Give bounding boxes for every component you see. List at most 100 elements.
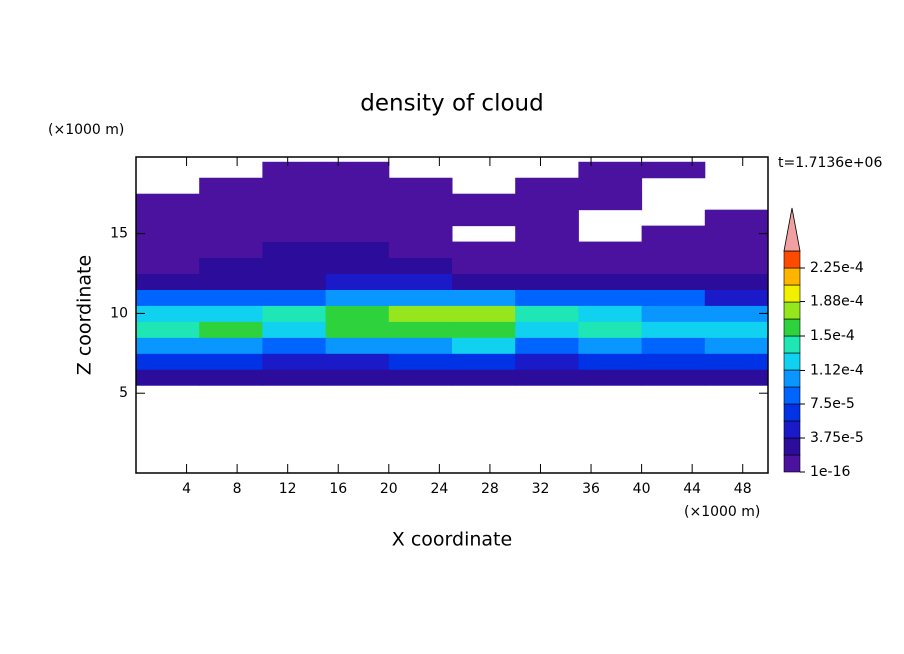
- contour-cell: [262, 273, 327, 290]
- contour-cell: [515, 305, 579, 322]
- contour-cell: [704, 289, 769, 306]
- contour-cell: [641, 353, 706, 370]
- colorbar-band: [783, 437, 801, 456]
- contour-cell: [325, 209, 390, 227]
- contour-cell: [704, 305, 769, 322]
- contour-cell: [578, 273, 643, 290]
- contour-cell: [325, 193, 390, 211]
- contour-cell: [388, 369, 453, 386]
- contour-cell: [641, 241, 706, 259]
- contour-cell: [325, 177, 390, 195]
- contour-cell: [578, 305, 643, 322]
- contour-cell: [388, 337, 453, 354]
- contour-cell: [641, 273, 706, 290]
- contour-cell: [641, 225, 706, 243]
- colorbar-band: [783, 420, 801, 439]
- x-tick-label: 48: [734, 481, 752, 497]
- contour-cell: [578, 353, 643, 370]
- y-tick-label: 5: [119, 385, 128, 401]
- x-tick-label: 40: [633, 481, 651, 497]
- x-tick-label: 36: [582, 481, 600, 497]
- contour-cell: [388, 321, 453, 338]
- contour-cell: [641, 305, 706, 322]
- y-tick-label: 15: [110, 226, 128, 242]
- contour-cell: [641, 161, 706, 179]
- x-tick-label: 12: [279, 481, 297, 497]
- contour-cell: [262, 289, 327, 306]
- contour-cell: [136, 289, 200, 306]
- contour-cell: [641, 369, 706, 386]
- contour-cell: [578, 241, 643, 259]
- colorbar-band: [783, 301, 801, 320]
- contour-cell: [641, 321, 706, 338]
- contour-cell: [262, 337, 327, 354]
- contour-cell: [388, 289, 453, 306]
- contour-cell: [452, 273, 516, 290]
- contour-cell: [136, 193, 200, 211]
- x-axis-title: X coordinate: [392, 529, 512, 551]
- contour-cell: [199, 337, 263, 354]
- x-tick-label: 44: [683, 481, 701, 497]
- contour-cell: [578, 369, 643, 386]
- x-tick-label: 24: [430, 481, 448, 497]
- contour-cell: [641, 289, 706, 306]
- contour-cell: [704, 321, 769, 338]
- contour-cell: [136, 273, 200, 290]
- contour-cell: [199, 353, 263, 370]
- contour-cell: [388, 257, 453, 275]
- contour-cell: [388, 193, 453, 211]
- contour-cell: [452, 209, 516, 227]
- contour-cell: [704, 209, 769, 227]
- contour-cell: [136, 257, 200, 275]
- contour-cell: [578, 257, 643, 275]
- contour-cell: [325, 161, 390, 179]
- contour-cell: [641, 337, 706, 354]
- contour-cell: [452, 193, 516, 211]
- time-label: t=1.7136e+06: [778, 155, 882, 171]
- y-unit: (×1000 m): [48, 122, 124, 138]
- contour-cell: [704, 353, 769, 370]
- contour-cell: [199, 321, 263, 338]
- contour-cell: [325, 337, 390, 354]
- contour-cell: [388, 225, 453, 243]
- contour-cell: [452, 305, 516, 322]
- contour-cell: [262, 209, 327, 227]
- contour-cell: [452, 369, 516, 386]
- contour-cell: [325, 289, 390, 306]
- contour-cell: [262, 305, 327, 322]
- x-tick-label: 16: [329, 481, 347, 497]
- x-tick-label: 28: [481, 481, 499, 497]
- colorbar-band: [783, 369, 801, 388]
- contour-cell: [578, 289, 643, 306]
- contour-cell: [515, 289, 579, 306]
- x-tick-label: 8: [233, 481, 242, 497]
- contour-cell: [704, 241, 769, 259]
- colorbar-tick-label: 1.88e-4: [810, 294, 864, 310]
- contour-cell: [515, 177, 579, 195]
- contour-cell: [388, 241, 453, 259]
- contour-cell: [388, 353, 453, 370]
- contour-cell: [136, 353, 200, 370]
- x-unit: (×1000 m): [684, 504, 760, 520]
- contour-cell: [199, 209, 263, 227]
- x-tick-label: 20: [380, 481, 398, 497]
- contour-cell: [262, 369, 327, 386]
- contour-cell: [704, 225, 769, 243]
- contour-cell: [515, 273, 579, 290]
- contour-cell: [262, 257, 327, 275]
- contour-cell: [388, 305, 453, 322]
- colorbar-band: [783, 454, 801, 473]
- contour-cell: [262, 321, 327, 338]
- contour-cell: [641, 257, 706, 275]
- contour-cell: [388, 177, 453, 195]
- colorbar-tick-label: 2.25e-4: [810, 260, 864, 276]
- contour-cell: [262, 177, 327, 195]
- contour-cell: [325, 353, 390, 370]
- colorbar-band: [783, 386, 801, 405]
- contour-cell: [199, 241, 263, 259]
- y-axis-title: Z coordinate: [74, 255, 96, 375]
- contour-cell: [199, 289, 263, 306]
- contour-cell: [452, 353, 516, 370]
- contour-cell: [262, 161, 327, 179]
